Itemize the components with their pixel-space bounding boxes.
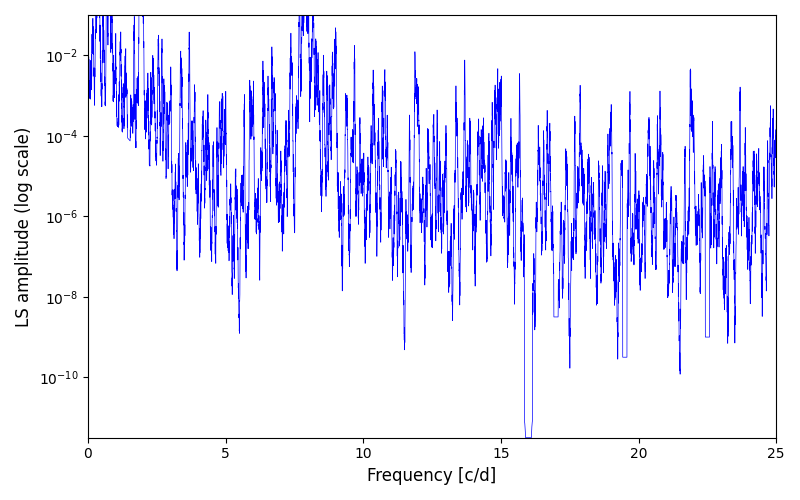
X-axis label: Frequency [c/d]: Frequency [c/d] — [367, 467, 497, 485]
Y-axis label: LS amplitude (log scale): LS amplitude (log scale) — [15, 126, 33, 326]
